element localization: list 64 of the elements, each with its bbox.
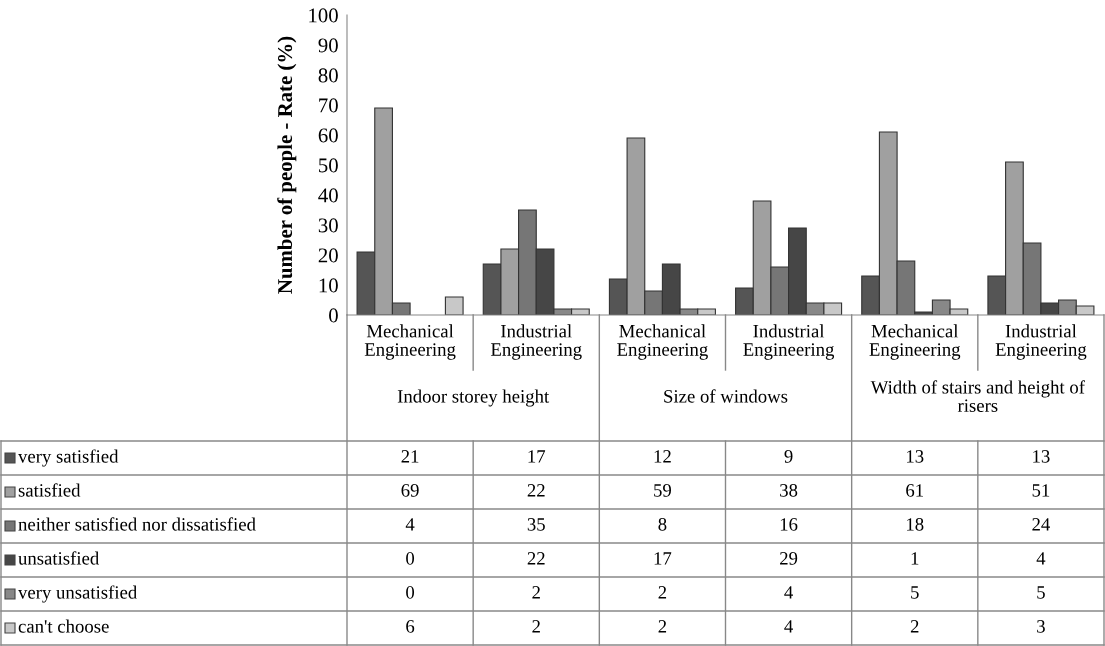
x-tick-label: Mechanical Engineering (617, 324, 708, 360)
data-label: 8 (658, 518, 667, 531)
data-label: 4 (405, 518, 415, 531)
y-tick-label: 50 (319, 158, 338, 173)
text: Indoor storey height (397, 389, 550, 407)
legend-label: neither satisfied nor dissatisfied (18, 517, 256, 531)
y-tick-label: 0 (329, 308, 338, 323)
data-label: 24 (1032, 518, 1050, 531)
data-label: 0 (406, 552, 415, 565)
y-axis-title: Number of people - Rate (%) (277, 36, 297, 294)
data-label: 1 (911, 552, 919, 565)
legend-label: very satisfied (18, 449, 119, 467)
data-label: 17 (654, 552, 672, 565)
data-label: 2 (532, 620, 540, 633)
y-tick-label: 10 (319, 278, 338, 293)
data-label: 21 (401, 450, 419, 463)
legend-label: unsatisfied (18, 551, 100, 565)
text: Width of stairs and height of risers (870, 380, 1085, 412)
data-label: 4 (1036, 552, 1046, 565)
x-tick-label: Industrial Engineering (743, 324, 835, 360)
data-label: 9 (784, 450, 793, 463)
y-tick-label: 20 (318, 248, 338, 263)
x-tick-label: Mechanical Engineering (869, 324, 961, 360)
data-label: 2 (910, 620, 919, 633)
data-label: 18 (907, 518, 924, 531)
data-label: 59 (654, 484, 672, 497)
data-label: 22 (527, 552, 545, 565)
data-label: 69 (401, 484, 419, 497)
data-label: 22 (527, 484, 545, 497)
data-label: 6 (406, 620, 415, 633)
y-tick-label: 40 (318, 188, 338, 203)
data-label: 12 (654, 450, 671, 463)
data-label: 4 (784, 586, 793, 599)
x-tick-label: Industrial Engineering (490, 324, 582, 360)
data-label: 29 (780, 552, 798, 565)
data-label: 16 (780, 518, 798, 531)
data-label: 5 (1037, 586, 1045, 599)
data-label: 0 (406, 586, 415, 599)
text: Size of windows (664, 389, 788, 403)
data-label: 2 (658, 586, 667, 599)
legend-label: can't choose (18, 619, 109, 633)
y-tick-label: 60 (318, 128, 338, 143)
data-label: 61 (906, 484, 923, 497)
data-label: 5 (911, 586, 919, 599)
y-tick-label: 100 (309, 8, 338, 23)
data-label: 35 (527, 518, 545, 531)
data-label: 2 (658, 620, 667, 633)
data-label: 13 (1033, 450, 1050, 463)
bar (444, 296, 464, 315)
data-label: 51 (1032, 484, 1050, 497)
data-label: 17 (528, 450, 546, 463)
data-label: 2 (532, 586, 540, 599)
data-label: 13 (907, 450, 924, 463)
data-label: 3 (1037, 620, 1045, 633)
y-tick-label: 70 (319, 98, 338, 113)
legend-label: very unsatisfied (18, 585, 138, 603)
legend-label: satisfied (18, 483, 81, 497)
y-tick-label: 90 (318, 38, 338, 53)
x-tick-label: Industrial Engineering (995, 324, 1087, 360)
data-label: 38 (780, 484, 798, 497)
y-tick-label: 30 (318, 218, 338, 233)
data-label: 4 (784, 620, 793, 633)
x-tick-label: Mechanical Engineering (364, 324, 456, 360)
y-tick-label: 80 (318, 68, 338, 83)
